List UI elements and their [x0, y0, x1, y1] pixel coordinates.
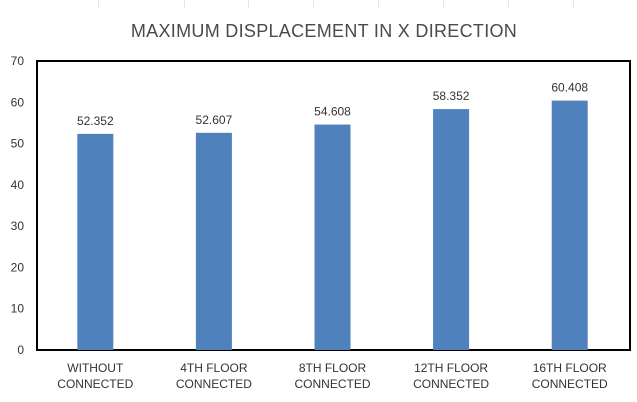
y-tick-label: 60 [11, 95, 25, 109]
x-axis-labels: WITHOUT CONNECTED 4TH FLOOR CONNECTED 8TH FL… [57, 361, 608, 391]
y-tick-label: 40 [11, 178, 25, 192]
bar [195, 132, 232, 350]
data-label: 54.608 [314, 105, 351, 119]
bar-series [77, 100, 588, 351]
data-label: 52.352 [77, 114, 114, 128]
y-tick-label: 70 [11, 54, 25, 68]
y-tick-label: 20 [11, 260, 25, 274]
data-labels: 52.352 52.607 54.608 58.352 60.408 [77, 81, 588, 128]
y-tick-label: 10 [11, 302, 25, 316]
y-tick-label: 50 [11, 137, 25, 151]
data-label: 52.607 [196, 113, 233, 127]
y-tick-label: 30 [11, 219, 25, 233]
x-tick-label: WITHOUT CONNECTED [57, 361, 133, 391]
x-tick-label: 12TH FLOOR CONNECTED [413, 361, 489, 391]
data-label: 60.408 [551, 81, 588, 95]
y-tick-label: 0 [17, 343, 24, 357]
x-tick-label: 8TH FLOOR CONNECTED [294, 361, 370, 391]
x-tick-label: 16TH FLOOR CONNECTED [532, 361, 608, 391]
bar [77, 133, 114, 350]
bar [551, 100, 588, 350]
bar [314, 124, 351, 351]
y-axis-ticks: 0 10 20 30 40 50 60 70 [11, 54, 25, 357]
data-label: 58.352 [433, 89, 470, 103]
x-tick-label: 4TH FLOOR CONNECTED [176, 361, 252, 391]
bar [433, 109, 470, 350]
chart-title: MAXIMUM DISPLACEMENT IN X DIRECTION [131, 21, 517, 41]
